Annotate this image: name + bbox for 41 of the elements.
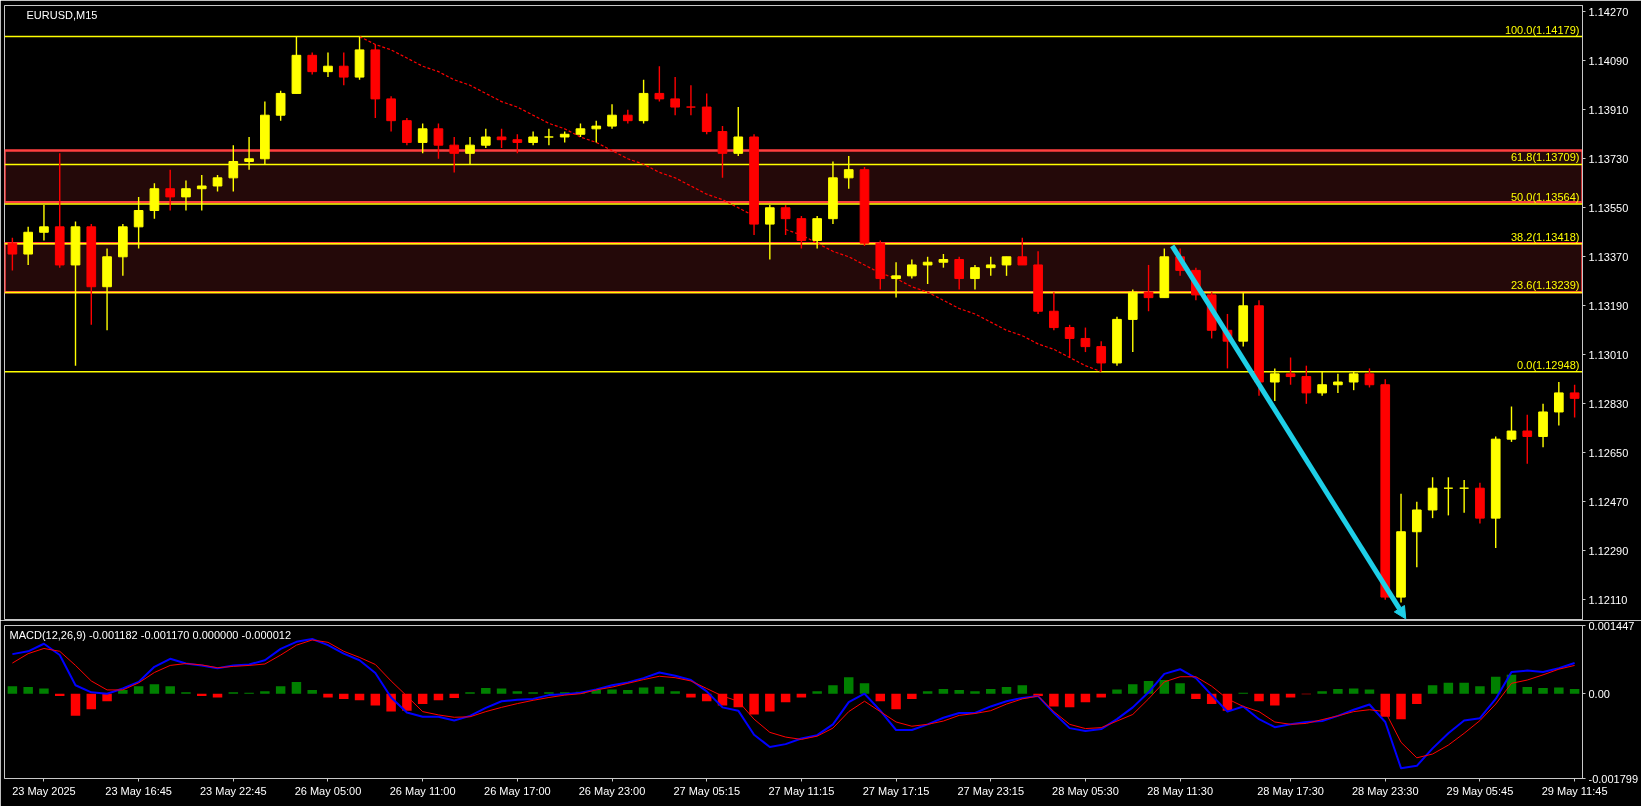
chart-title: MACD(12,26,9) -0.001182 -0.001170 0.000000 -0.000012 bbox=[9, 628, 292, 641]
ref-line-label: 61.8(1.13709) bbox=[1511, 151, 1580, 164]
y-tick-label: 1.14090 bbox=[1588, 54, 1629, 67]
y-tick-label: 1.12470 bbox=[1588, 495, 1629, 508]
x-tick-label: 26 May 17:00 bbox=[484, 784, 551, 797]
y-tick-label: -0.001799 bbox=[1588, 772, 1639, 785]
y-tick-label: 1.14270 bbox=[1588, 5, 1629, 18]
y-tick-label: 1.12290 bbox=[1588, 544, 1629, 557]
y-tick-label: 1.13190 bbox=[1588, 299, 1629, 312]
x-tick-label: 27 May 17:15 bbox=[862, 784, 930, 797]
y-tick-label: 1.13730 bbox=[1588, 152, 1629, 165]
x-tick-label: 27 May 05:15 bbox=[673, 784, 741, 797]
ref-line-label: 0.0(1.12948) bbox=[1517, 358, 1580, 371]
y-tick-label: 1.12110 bbox=[1588, 593, 1628, 606]
x-tick-label: 28 May 05:30 bbox=[1052, 784, 1119, 797]
x-tick-label: 23 May 2025 bbox=[12, 784, 76, 797]
x-tick-label: 28 May 23:30 bbox=[1351, 784, 1419, 797]
y-tick-label: 1.12830 bbox=[1588, 397, 1629, 410]
x-tick-label: 29 May 05:45 bbox=[1446, 784, 1514, 797]
x-tick-label: 23 May 16:45 bbox=[105, 784, 172, 797]
y-tick-label: 1.13910 bbox=[1588, 103, 1629, 116]
x-tick-label: 26 May 11:00 bbox=[389, 784, 456, 797]
ref-line-label: 38.2(1.13418) bbox=[1511, 230, 1580, 243]
y-tick-label: 1.13010 bbox=[1588, 348, 1629, 361]
x-tick-label: 27 May 11:15 bbox=[768, 784, 835, 797]
ref-line-label: 23.6(1.13239) bbox=[1511, 279, 1580, 292]
y-tick-label: 1.13370 bbox=[1588, 250, 1629, 263]
y-tick-label: 0.00 bbox=[1588, 687, 1610, 700]
x-tick-label: 27 May 23:15 bbox=[957, 784, 1025, 797]
x-tick-label: 23 May 22:45 bbox=[199, 784, 267, 797]
x-tick-label: 28 May 11:30 bbox=[1147, 784, 1214, 797]
y-tick-label: 1.12650 bbox=[1588, 446, 1629, 459]
x-tick-label: 28 May 17:30 bbox=[1257, 784, 1324, 797]
ref-line-label: 100.0(1.14179) bbox=[1504, 23, 1580, 36]
x-tick-label: 26 May 05:00 bbox=[294, 784, 362, 797]
y-tick-label: 1.13550 bbox=[1588, 201, 1629, 214]
ref-line-label: 50.0(1.13564) bbox=[1511, 190, 1580, 203]
x-tick-label: 29 May 11:45 bbox=[1541, 784, 1608, 797]
x-tick-label: 26 May 23:00 bbox=[578, 784, 646, 797]
y-tick-label: 0.001447 bbox=[1588, 619, 1635, 632]
chart-title: EURUSD,M15 bbox=[26, 8, 98, 21]
